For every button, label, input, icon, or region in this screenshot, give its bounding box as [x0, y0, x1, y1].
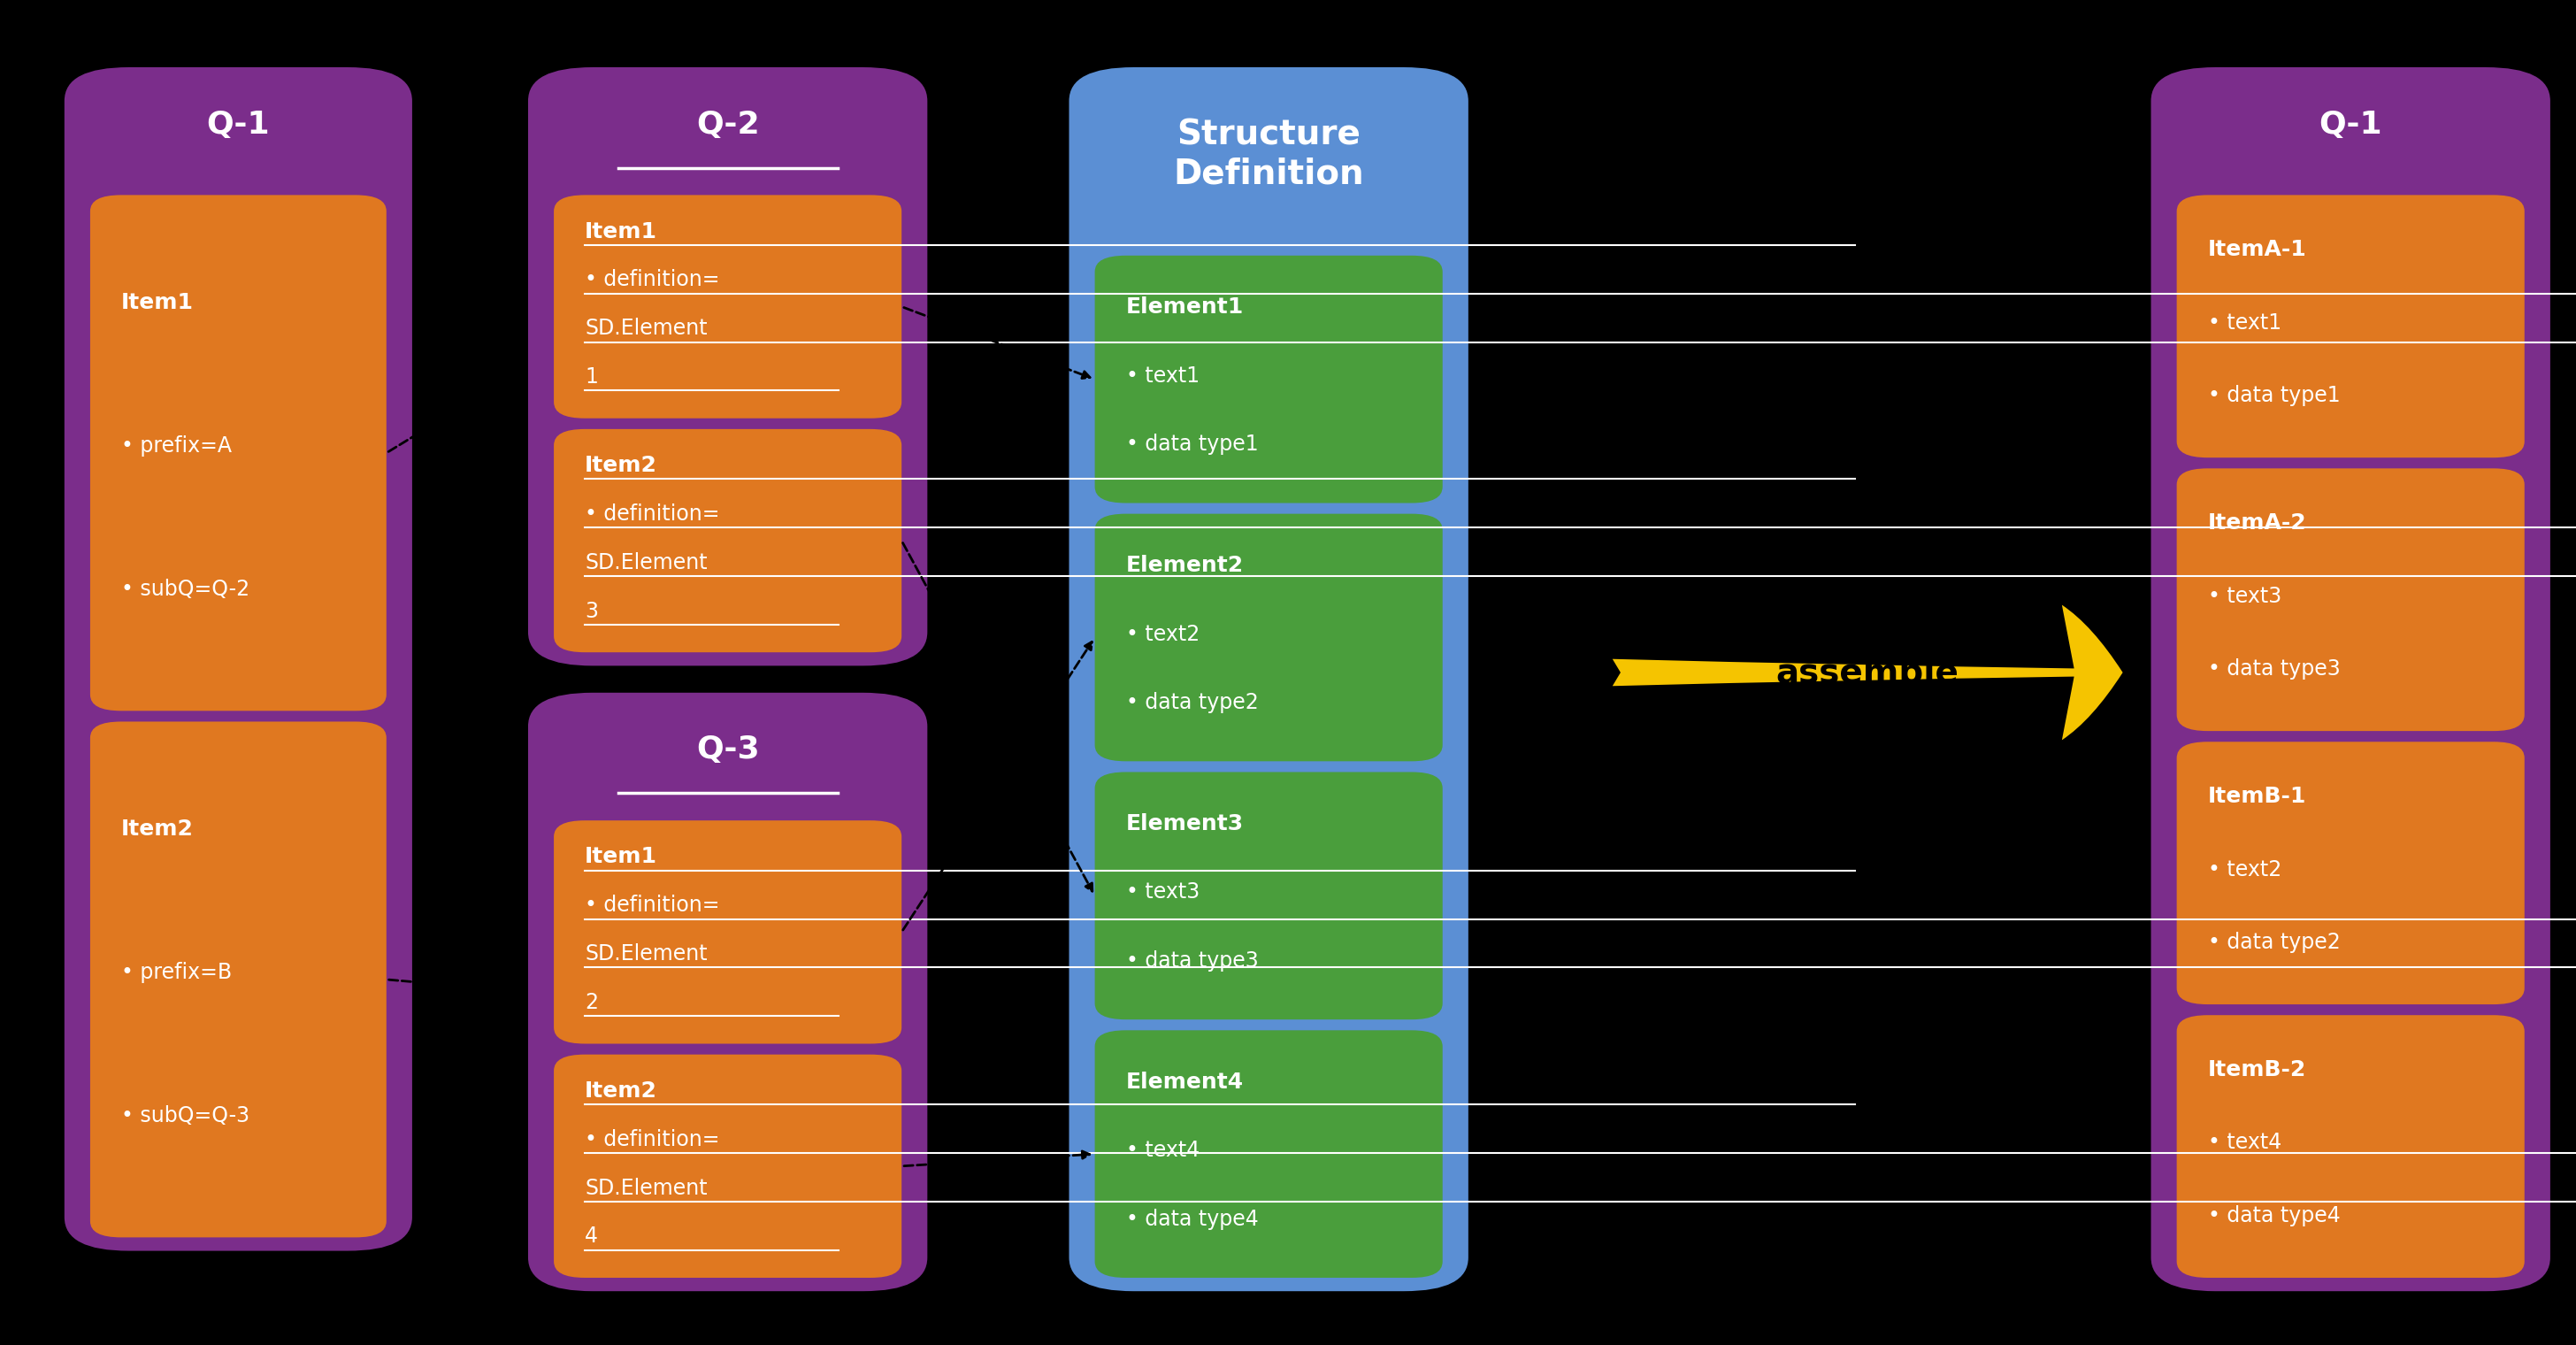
- FancyBboxPatch shape: [554, 1054, 902, 1278]
- Text: • subQ=Q-2: • subQ=Q-2: [121, 578, 250, 600]
- Text: Item2: Item2: [121, 819, 193, 839]
- Text: • prefix=A: • prefix=A: [121, 436, 232, 456]
- Text: ItemB-2: ItemB-2: [2208, 1060, 2306, 1080]
- FancyBboxPatch shape: [2151, 67, 2550, 1291]
- FancyBboxPatch shape: [64, 67, 412, 1251]
- Text: SD.Element: SD.Element: [585, 1177, 708, 1198]
- Text: Q-2: Q-2: [696, 109, 760, 140]
- Text: Element2: Element2: [1126, 554, 1244, 576]
- Text: Element4: Element4: [1126, 1071, 1244, 1092]
- Text: • text2: • text2: [1126, 624, 1200, 644]
- Text: • data type2: • data type2: [1126, 693, 1257, 713]
- FancyBboxPatch shape: [528, 693, 927, 1291]
- Text: Structure
Definition: Structure Definition: [1172, 118, 1365, 191]
- Text: • data type4: • data type4: [1126, 1209, 1257, 1229]
- Text: SD.Element: SD.Element: [585, 551, 708, 573]
- Text: • data type3: • data type3: [1126, 951, 1257, 971]
- FancyBboxPatch shape: [90, 195, 386, 710]
- FancyBboxPatch shape: [1095, 514, 1443, 761]
- FancyBboxPatch shape: [554, 195, 902, 418]
- Text: • data type1: • data type1: [2208, 385, 2339, 406]
- Text: 4: 4: [585, 1225, 598, 1247]
- Text: • text3: • text3: [2208, 585, 2282, 607]
- Text: Element3: Element3: [1126, 812, 1244, 834]
- Text: ItemA-2: ItemA-2: [2208, 512, 2306, 534]
- Text: • text1: • text1: [1126, 366, 1200, 386]
- Text: • definition=: • definition=: [585, 503, 719, 525]
- FancyBboxPatch shape: [528, 67, 927, 666]
- Text: ItemA-1: ItemA-1: [2208, 239, 2306, 261]
- Text: • data type3: • data type3: [2208, 659, 2339, 679]
- Text: 2: 2: [585, 991, 598, 1013]
- FancyBboxPatch shape: [554, 429, 902, 652]
- FancyBboxPatch shape: [2177, 468, 2524, 730]
- FancyBboxPatch shape: [90, 721, 386, 1237]
- FancyBboxPatch shape: [2177, 195, 2524, 457]
- Text: • data type4: • data type4: [2208, 1205, 2339, 1227]
- Text: Q-1: Q-1: [2318, 109, 2383, 140]
- Text: • text4: • text4: [2208, 1132, 2282, 1154]
- Text: Q-1: Q-1: [206, 109, 270, 140]
- Text: assemble: assemble: [1775, 656, 1960, 689]
- Text: Q-3: Q-3: [696, 734, 760, 765]
- Text: Item1: Item1: [121, 292, 193, 313]
- FancyBboxPatch shape: [2177, 741, 2524, 1005]
- Text: • subQ=Q-3: • subQ=Q-3: [121, 1106, 250, 1126]
- Text: • text4: • text4: [1126, 1141, 1200, 1161]
- FancyBboxPatch shape: [2177, 1015, 2524, 1278]
- FancyBboxPatch shape: [1095, 772, 1443, 1020]
- Text: 3: 3: [585, 600, 598, 621]
- Text: Item1: Item1: [585, 221, 657, 242]
- Text: • definition=: • definition=: [585, 269, 719, 291]
- Text: SD.Element: SD.Element: [585, 317, 708, 339]
- Text: Element1: Element1: [1126, 296, 1244, 317]
- FancyBboxPatch shape: [1095, 256, 1443, 503]
- Text: • definition=: • definition=: [585, 894, 719, 916]
- Text: Item2: Item2: [585, 1080, 657, 1102]
- FancyBboxPatch shape: [1095, 1030, 1443, 1278]
- Text: • data type2: • data type2: [2208, 932, 2339, 954]
- Text: SD.Element: SD.Element: [585, 943, 708, 964]
- Text: • prefix=B: • prefix=B: [121, 962, 232, 983]
- FancyBboxPatch shape: [1069, 67, 1468, 1291]
- Text: • text2: • text2: [2208, 859, 2282, 880]
- Text: ItemB-1: ItemB-1: [2208, 785, 2306, 807]
- Text: Item1: Item1: [585, 846, 657, 868]
- Text: • data type1: • data type1: [1126, 434, 1257, 455]
- Text: Item2: Item2: [585, 455, 657, 476]
- Text: • text3: • text3: [1126, 882, 1200, 902]
- Text: 1: 1: [585, 366, 598, 387]
- Text: • definition=: • definition=: [585, 1128, 719, 1150]
- FancyBboxPatch shape: [554, 820, 902, 1044]
- Text: • text1: • text1: [2208, 312, 2282, 334]
